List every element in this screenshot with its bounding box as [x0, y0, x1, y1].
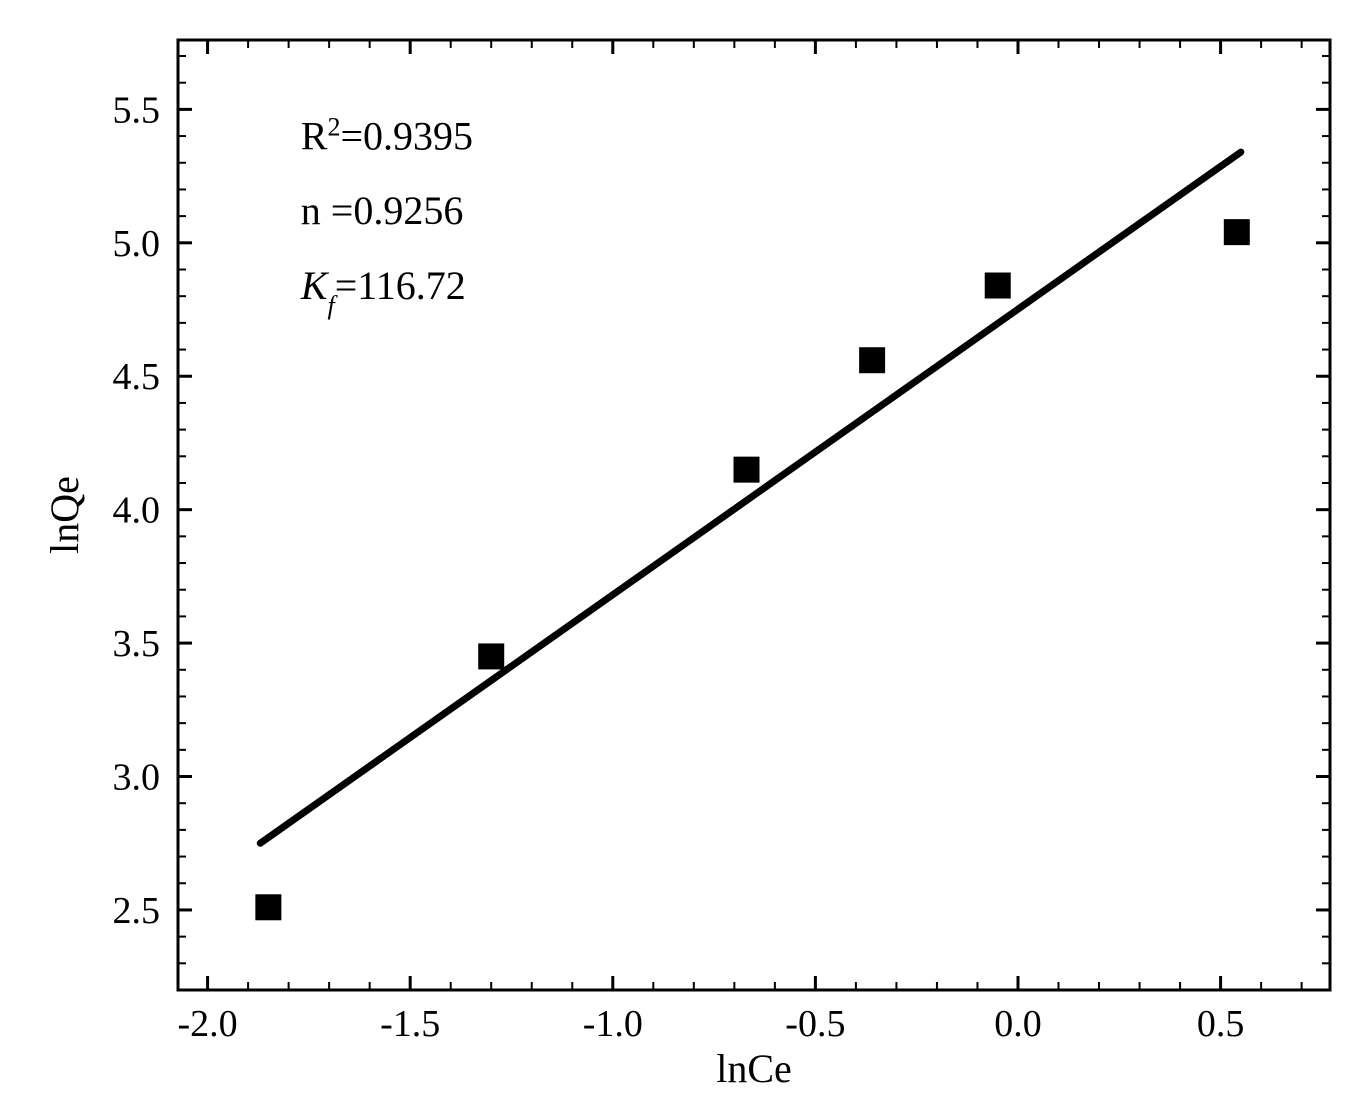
- data-point: [478, 643, 504, 669]
- data-point: [859, 347, 885, 373]
- chart-container: -2.0 -1.5 -1.0 -0.5 0.0 0.5 2.5 3.0 3.5 4.0 4.5 5.0…: [0, 0, 1372, 1102]
- chart-annotation: n =0.9256: [301, 188, 464, 233]
- x-tick-label: 0.0: [994, 1003, 1042, 1045]
- y-tick-label: 5.5: [113, 89, 161, 131]
- y-axis-label: lnQe: [42, 476, 87, 554]
- data-point: [1224, 219, 1250, 245]
- plot-frame: [178, 40, 1330, 990]
- x-tick-label: 0.5: [1197, 1003, 1245, 1045]
- data-point: [255, 894, 281, 920]
- data-point: [734, 457, 760, 483]
- y-tick-label: 3.5: [113, 623, 161, 665]
- chart-annotation: Kf=116.72: [300, 263, 466, 320]
- y-tick-label: 3.0: [113, 757, 161, 799]
- y-tick-label: 4.0: [113, 490, 161, 532]
- x-tick-label: -0.5: [785, 1003, 845, 1045]
- y-tick-label: 5.0: [113, 223, 161, 265]
- chart-annotation: R2=0.9395: [301, 112, 473, 159]
- y-tick-label: 2.5: [113, 890, 161, 932]
- x-tick-label: -1.0: [583, 1003, 643, 1045]
- x-tick-label: -2.0: [178, 1003, 238, 1045]
- data-point: [985, 273, 1011, 299]
- x-tick-label: -1.5: [380, 1003, 440, 1045]
- scatter-fit-chart: -2.0 -1.5 -1.0 -0.5 0.0 0.5 2.5 3.0 3.5 4.0 4.5 5.0…: [0, 0, 1372, 1102]
- fit-line: [260, 152, 1241, 843]
- y-tick-label: 4.5: [113, 356, 161, 398]
- x-axis-label: lnCe: [716, 1046, 792, 1091]
